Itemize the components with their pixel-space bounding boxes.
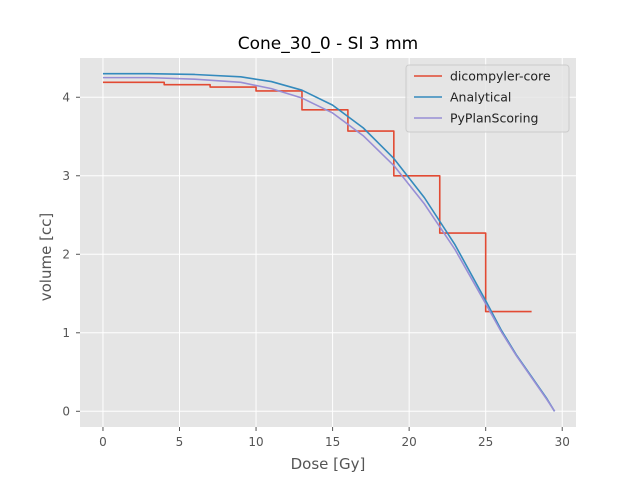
legend-label: dicompyler-core bbox=[450, 69, 551, 84]
y-tick-label: 1 bbox=[62, 326, 70, 340]
y-tick-label: 0 bbox=[62, 404, 70, 418]
series-line-pyplanscoring bbox=[102, 76, 556, 412]
chart-title: Cone_30_0 - SI 3 mm bbox=[238, 34, 418, 54]
x-tick-label: 25 bbox=[478, 435, 493, 449]
x-tick-label: 10 bbox=[248, 435, 263, 449]
y-tick-label: 4 bbox=[62, 90, 70, 104]
y-tick-label: 3 bbox=[62, 169, 70, 183]
x-tick-label: 15 bbox=[325, 435, 340, 449]
legend-label: Analytical bbox=[450, 90, 511, 105]
legend-label: PyPlanScoring bbox=[450, 111, 538, 126]
x-tick-label: 30 bbox=[555, 435, 570, 449]
x-tick-label: 0 bbox=[99, 435, 107, 449]
x-axis-label: Dose [Gy] bbox=[291, 455, 366, 473]
y-axis-label: volume [cc] bbox=[37, 213, 55, 302]
legend-box bbox=[405, 64, 570, 133]
x-tick-label: 5 bbox=[176, 435, 184, 449]
x-tick-label: 20 bbox=[401, 435, 416, 449]
y-tick-label: 2 bbox=[62, 247, 70, 261]
